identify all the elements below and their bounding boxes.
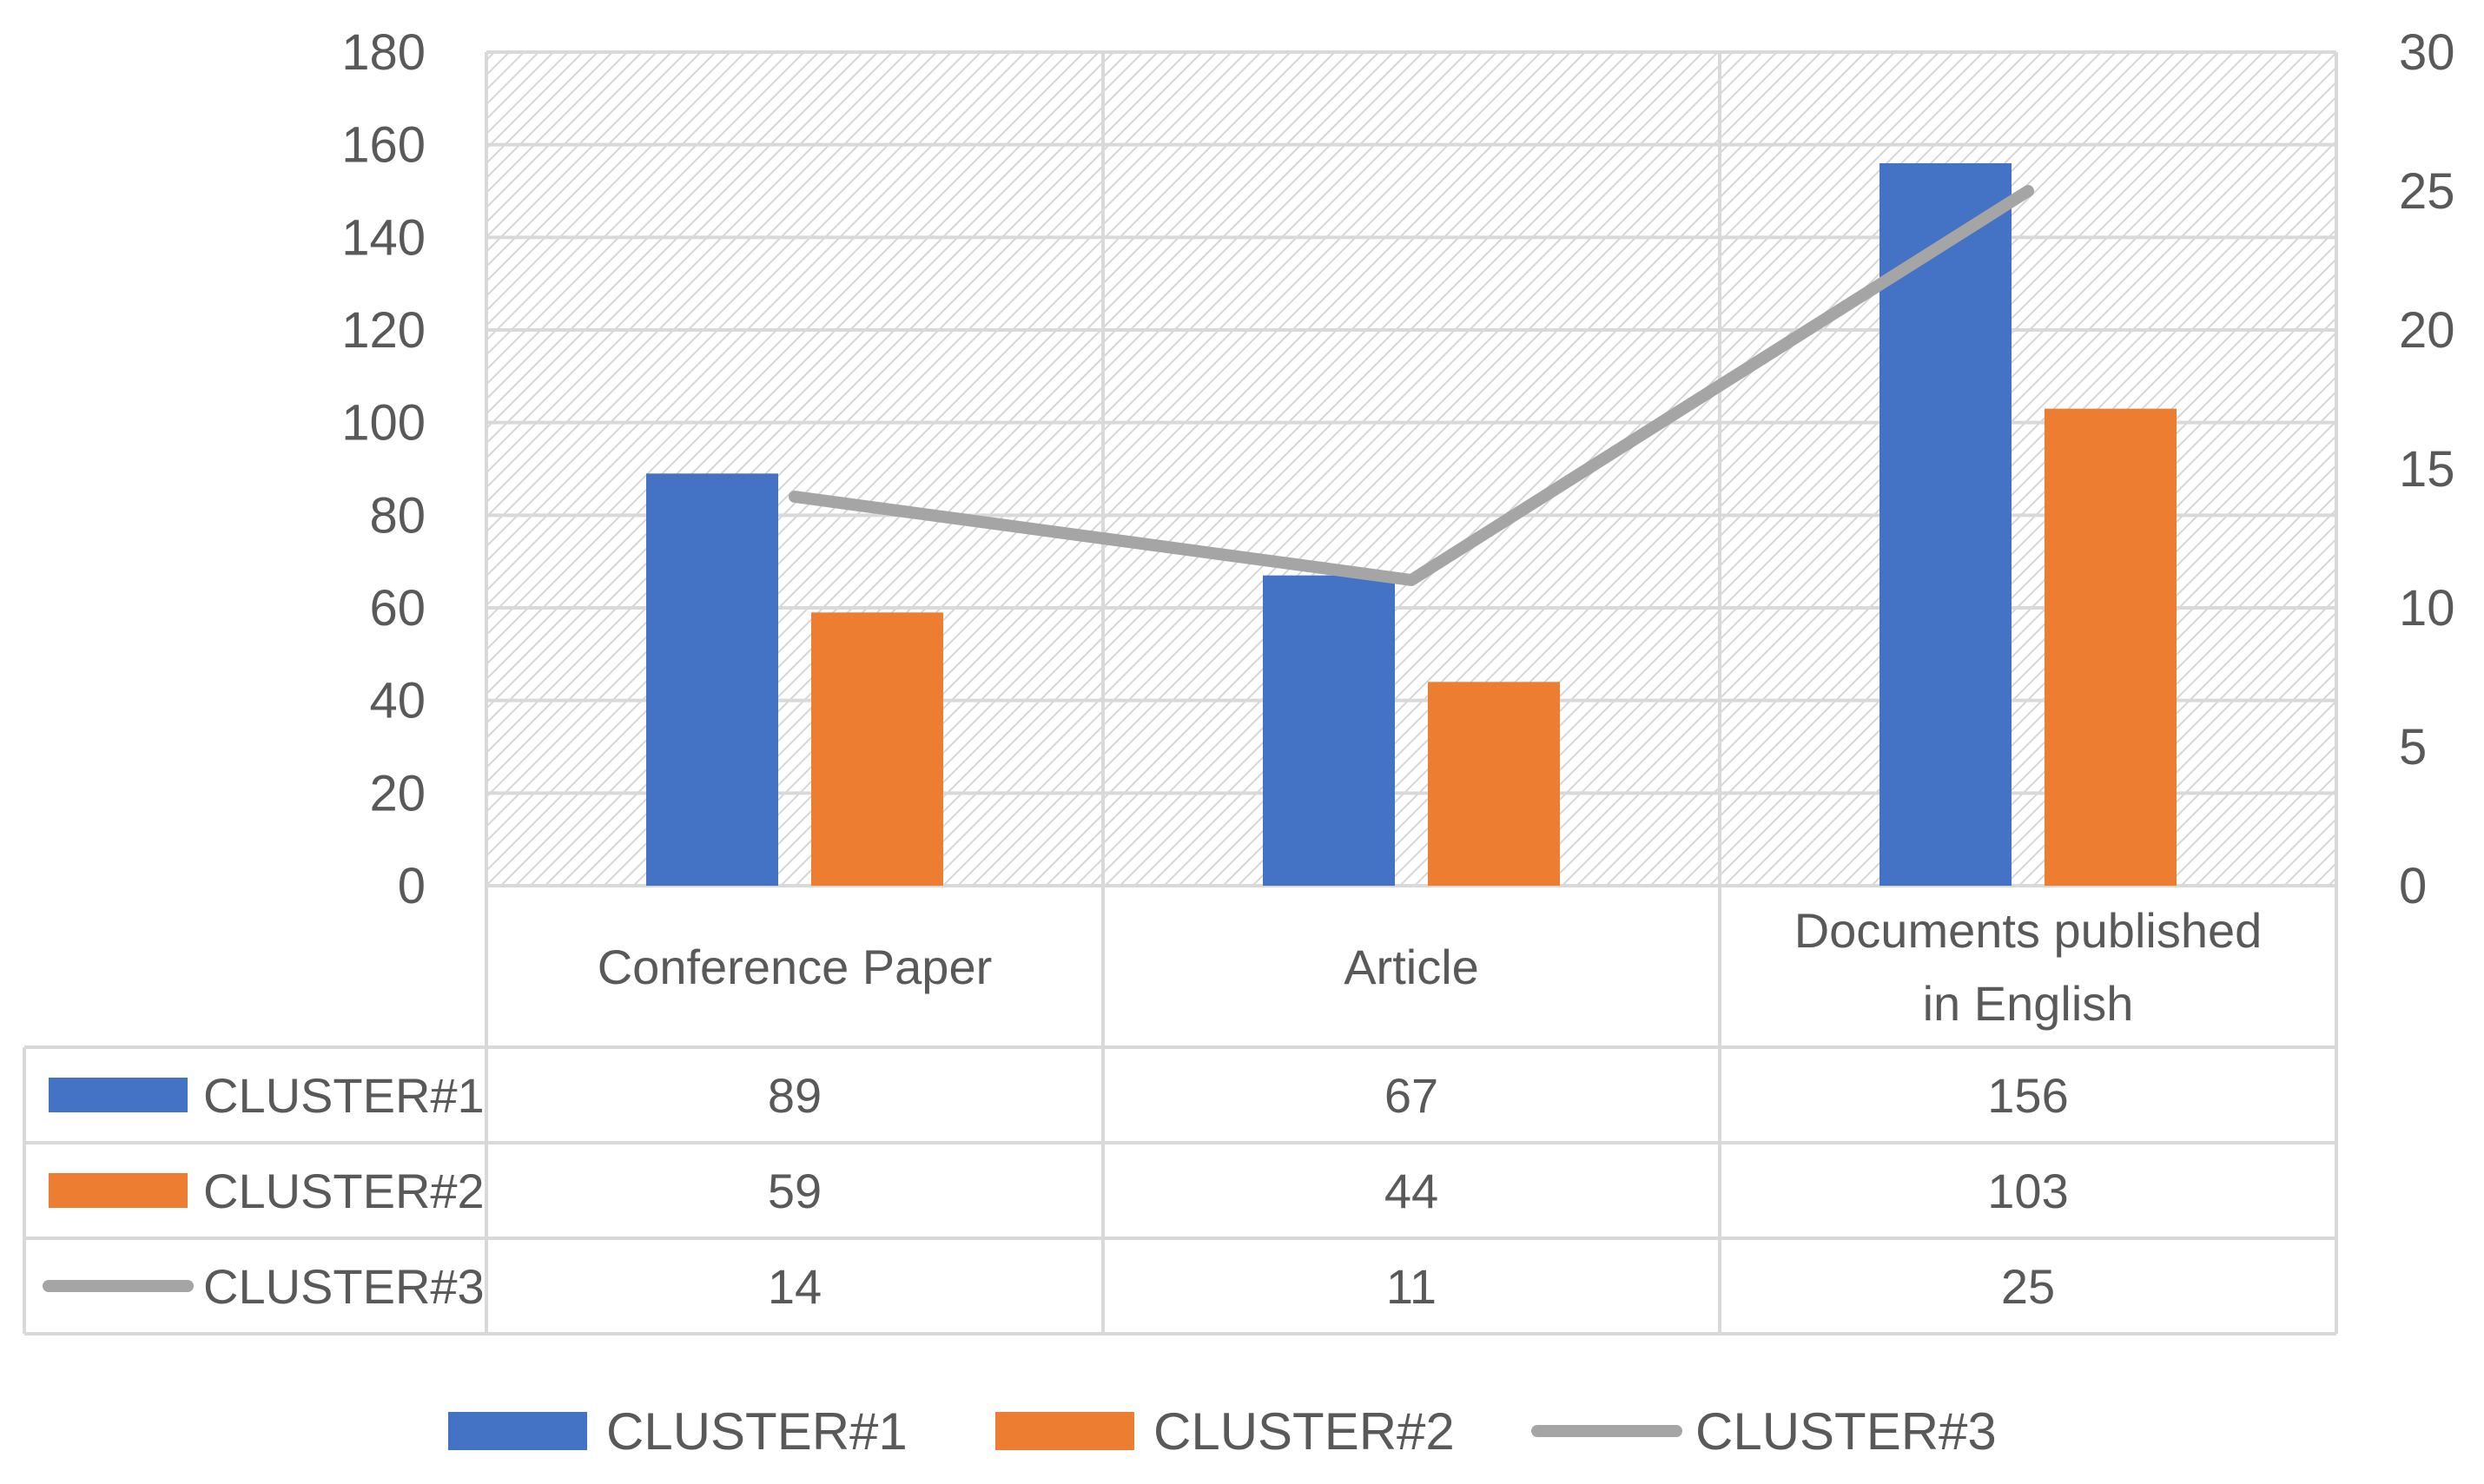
table-series-name: CLUSTER#3 <box>203 1259 485 1314</box>
y-tick-label: 40 <box>369 673 426 729</box>
y2-tick-label: 15 <box>2399 441 2455 498</box>
table-value: 14 <box>768 1259 822 1314</box>
y2-tick-label: 10 <box>2399 580 2455 636</box>
bar-cluster-1-0 <box>646 473 778 886</box>
table-value: 89 <box>768 1068 822 1123</box>
table-series-name: CLUSTER#1 <box>203 1068 485 1123</box>
line-point-cluster-3-0 <box>793 495 796 498</box>
bar-cluster-1-2 <box>1880 163 2012 886</box>
table-value: 44 <box>1384 1164 1438 1218</box>
bar-cluster-2-2 <box>2045 408 2177 887</box>
category-label: Conference Paper <box>598 940 993 994</box>
legend-label: CLUSTER#2 <box>1153 1402 1455 1461</box>
legend: CLUSTER#1 CLUSTER#2 CLUSTER#3 <box>448 1402 1997 1461</box>
table-value: 59 <box>768 1164 822 1218</box>
category-label: Documents published <box>1794 903 2263 958</box>
table-value: 103 <box>1987 1164 2068 1218</box>
table-value: 67 <box>1384 1068 1438 1123</box>
y2-tick-label: 30 <box>2399 24 2455 81</box>
table-value: 11 <box>1386 1259 1437 1314</box>
bar-cluster-2-0 <box>811 612 943 886</box>
bar-cluster-1-1 <box>1263 575 1395 886</box>
legend-key <box>448 1412 587 1450</box>
legend-key <box>995 1412 1134 1450</box>
y2-tick-label: 20 <box>2399 302 2455 359</box>
y2-tick-label: 0 <box>2399 858 2427 914</box>
y-tick-label: 0 <box>398 858 426 914</box>
bar-cluster-2-1 <box>1428 682 1560 886</box>
y2-tick-label: 25 <box>2399 163 2455 220</box>
line-point-cluster-3-2 <box>2026 189 2030 193</box>
gridlines <box>485 50 2338 887</box>
y2-tick-label: 5 <box>2399 719 2427 775</box>
y-tick-label: 80 <box>369 487 426 544</box>
legend-label: CLUSTER#1 <box>606 1402 908 1461</box>
legend-label: CLUSTER#3 <box>1695 1402 1997 1461</box>
table-legend-key <box>49 1078 188 1112</box>
y-tick-label: 140 <box>341 209 426 266</box>
y-tick-label: 100 <box>341 395 426 452</box>
line-point-cluster-3-1 <box>1410 578 1413 582</box>
table-value: 25 <box>2001 1259 2055 1314</box>
line-series <box>789 185 2034 586</box>
bars <box>646 163 2177 887</box>
y-tick-label: 180 <box>341 24 426 81</box>
table-value: 156 <box>1987 1068 2068 1123</box>
data-table: Conference Paper Article Documents publish… <box>23 886 2338 1336</box>
y-tick-label: 120 <box>341 302 426 359</box>
category-label: in English <box>1923 976 2134 1031</box>
table-legend-key <box>49 1173 188 1208</box>
y-tick-label: 160 <box>341 117 426 174</box>
table-series-name: CLUSTER#2 <box>203 1164 485 1218</box>
category-label: Article <box>1344 940 1479 994</box>
y-tick-label: 60 <box>369 580 426 636</box>
axes: 0 20 40 60 80 100 120 140 160 180 0 5 10 15 20 25 30 <box>341 24 2454 914</box>
y-tick-label: 20 <box>369 765 426 821</box>
